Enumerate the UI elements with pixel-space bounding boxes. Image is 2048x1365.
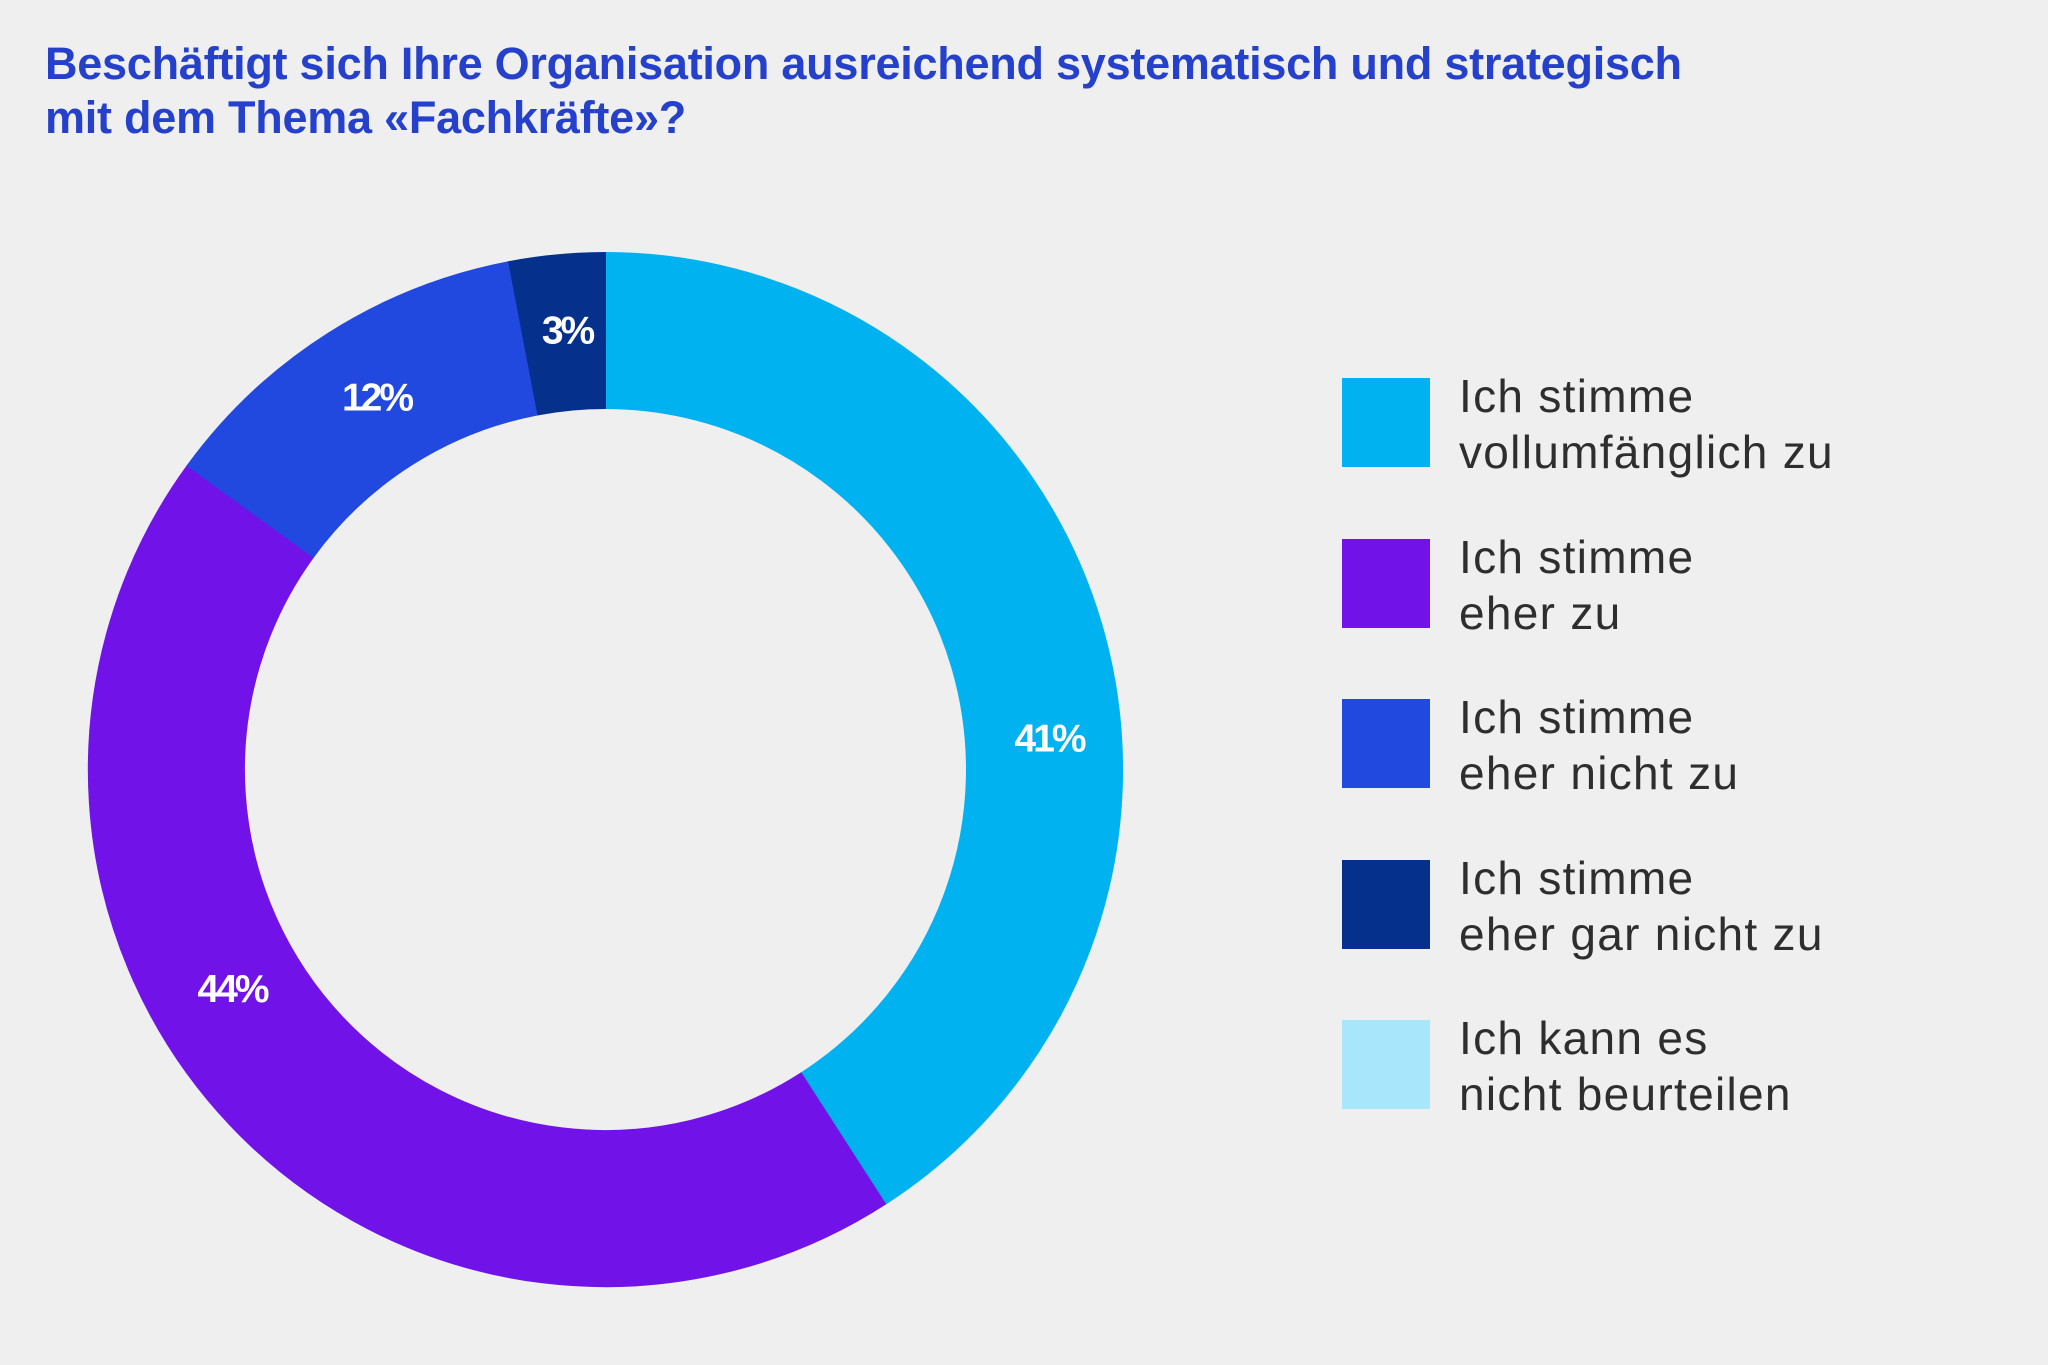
svg-text:12%: 12% bbox=[342, 377, 413, 420]
svg-text:44%: 44% bbox=[197, 968, 268, 1011]
svg-text:3%: 3% bbox=[542, 310, 595, 353]
svg-text:41%: 41% bbox=[1014, 718, 1085, 761]
